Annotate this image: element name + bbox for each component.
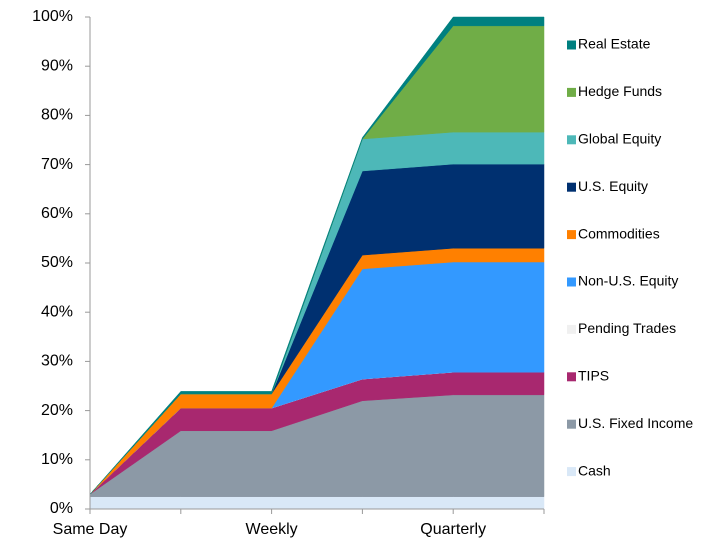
y-tick-label: 100% [32,8,73,25]
legend-label: TIPS [578,368,609,384]
y-tick-label: 10% [41,451,73,468]
legend-swatch [567,372,576,382]
y-tick-label: 50% [41,254,73,271]
legend-swatch [567,324,576,334]
legend-swatch [567,40,576,50]
legend-label: U.S. Fixed Income [578,415,693,431]
y-tick-label: 0% [50,500,73,517]
y-tick-label: 90% [41,57,73,74]
y-tick-label: 40% [41,303,73,320]
legend-label: Pending Trades [578,320,676,336]
legend-label: Hedge Funds [578,83,662,99]
legend-swatch [567,182,576,192]
legend-label: Non-U.S. Equity [578,273,678,289]
x-tick-label: Same Day [53,521,128,538]
legend-label: Cash [578,462,611,478]
legend-label: Global Equity [578,131,661,147]
legend-swatch [567,419,576,429]
area [89,16,545,495]
legend-swatch [567,277,576,287]
y-tick-label: 60% [41,205,73,222]
x-tick-label: Quarterly [420,521,486,538]
y-tick-label: 80% [41,107,73,124]
legend-label: Commodities [578,225,660,241]
legend-label: Real Estate [578,36,651,52]
y-tick-label: 20% [41,402,73,419]
area [89,496,545,510]
legend-swatch [567,135,576,145]
y-tick-label: 70% [41,156,73,173]
legend-label: U.S. Equity [578,178,648,194]
legend-swatch [567,230,576,240]
y-tick-label: 30% [41,353,73,370]
legend-swatch [567,467,576,477]
legend-swatch [567,87,576,97]
x-tick-label: Weekly [246,521,298,538]
